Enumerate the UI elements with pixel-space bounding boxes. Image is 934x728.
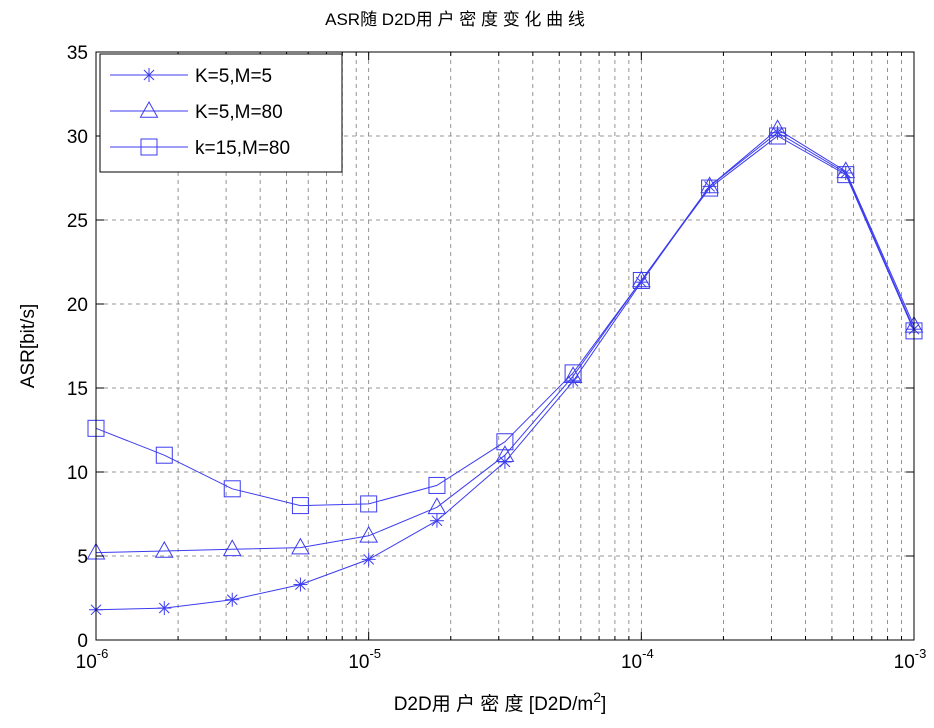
x-tick-label-base: 10 (894, 652, 915, 673)
data-point (701, 179, 719, 197)
data-point (291, 497, 309, 515)
marker-stroke (431, 515, 443, 527)
x-tick-label-exponent: -5 (369, 646, 381, 661)
x-tick-label-base: 10 (348, 652, 369, 673)
marker-stroke (363, 553, 375, 565)
legend-marker (140, 138, 158, 156)
data-point (291, 537, 310, 555)
data-point (563, 366, 583, 384)
legend-entry: K=5,M=80 (110, 100, 283, 123)
series-layer (86, 119, 924, 617)
marker-stroke (295, 579, 306, 590)
x-axis-label-sup: 2 (593, 689, 601, 705)
legend-box (99, 53, 343, 173)
y-tick-label: 25 (67, 211, 88, 232)
x-tick-label-base: 10 (76, 652, 97, 673)
legend-label: K=5,M=5 (195, 66, 272, 87)
x-tick-label: 10-4 (621, 646, 654, 673)
y-tick-label: 10 (67, 463, 88, 484)
x-tick-label-exponent: -3 (915, 646, 927, 661)
legend-label: K=5,M=80 (195, 102, 283, 123)
data-point (496, 433, 514, 451)
y-tick-label: 35 (67, 43, 88, 64)
data-point (632, 271, 650, 289)
data-point (155, 446, 173, 464)
legend-label: k=15,M=80 (195, 138, 290, 159)
data-point (564, 364, 582, 382)
marker-stroke (840, 167, 852, 179)
data-point (427, 497, 447, 515)
data-point (361, 552, 376, 567)
data-point (222, 539, 242, 557)
x-axis-label-main: D2D用 户 密 度 [D2D/m (394, 693, 594, 715)
data-point (360, 495, 378, 513)
data-point (495, 445, 515, 462)
series-line (95, 135, 915, 507)
chart-title: ASR随 D2D用 户 密 度 变 化 曲 线 (325, 10, 585, 29)
data-point (157, 601, 172, 616)
series-line (95, 131, 915, 611)
y-tick-label: 5 (77, 547, 88, 568)
data-point (836, 161, 856, 179)
data-point (837, 166, 855, 184)
y-tick-label: 15 (67, 379, 88, 400)
y-tick-label: 0 (77, 631, 88, 652)
series-1 (89, 125, 921, 617)
data-point (428, 476, 446, 494)
data-point (154, 540, 174, 558)
x-tick-label-exponent: -4 (642, 646, 654, 661)
series-2 (86, 119, 924, 560)
plot-area-frame (95, 51, 915, 641)
series-line (95, 128, 915, 554)
marker-stroke (158, 602, 170, 614)
y-axis-label: ASR[bit/s] (18, 304, 39, 388)
data-point (359, 525, 379, 543)
legend: K=5,M=5 K=5,M=80 k=15,M=80 (99, 53, 343, 173)
data-point (293, 577, 308, 592)
legend-entry: K=5,M=5 (110, 66, 272, 87)
legend-entry: k=15,M=80 (110, 138, 290, 159)
x-axis-label: D2D用 户 密 度 [D2D/m2] (394, 689, 607, 715)
y-tick-label: 20 (67, 295, 88, 316)
x-tick-label-exponent: -6 (97, 646, 109, 661)
x-axis-label-end: ] (601, 694, 606, 715)
marker-stroke (143, 69, 155, 81)
data-point (223, 480, 241, 498)
data-point (631, 270, 651, 288)
x-tick-label: 10-5 (348, 646, 381, 673)
x-tick-label: 10-6 (76, 646, 109, 673)
legend-marker (139, 100, 159, 118)
legend-marker (142, 68, 156, 82)
data-point (769, 127, 787, 145)
y-tick-label: 30 (67, 127, 88, 148)
data-point (225, 592, 240, 607)
x-tick-label: 10-3 (894, 646, 927, 673)
data-point (429, 513, 444, 528)
marker-stroke (226, 594, 238, 606)
x-tick-label-base: 10 (621, 652, 642, 673)
